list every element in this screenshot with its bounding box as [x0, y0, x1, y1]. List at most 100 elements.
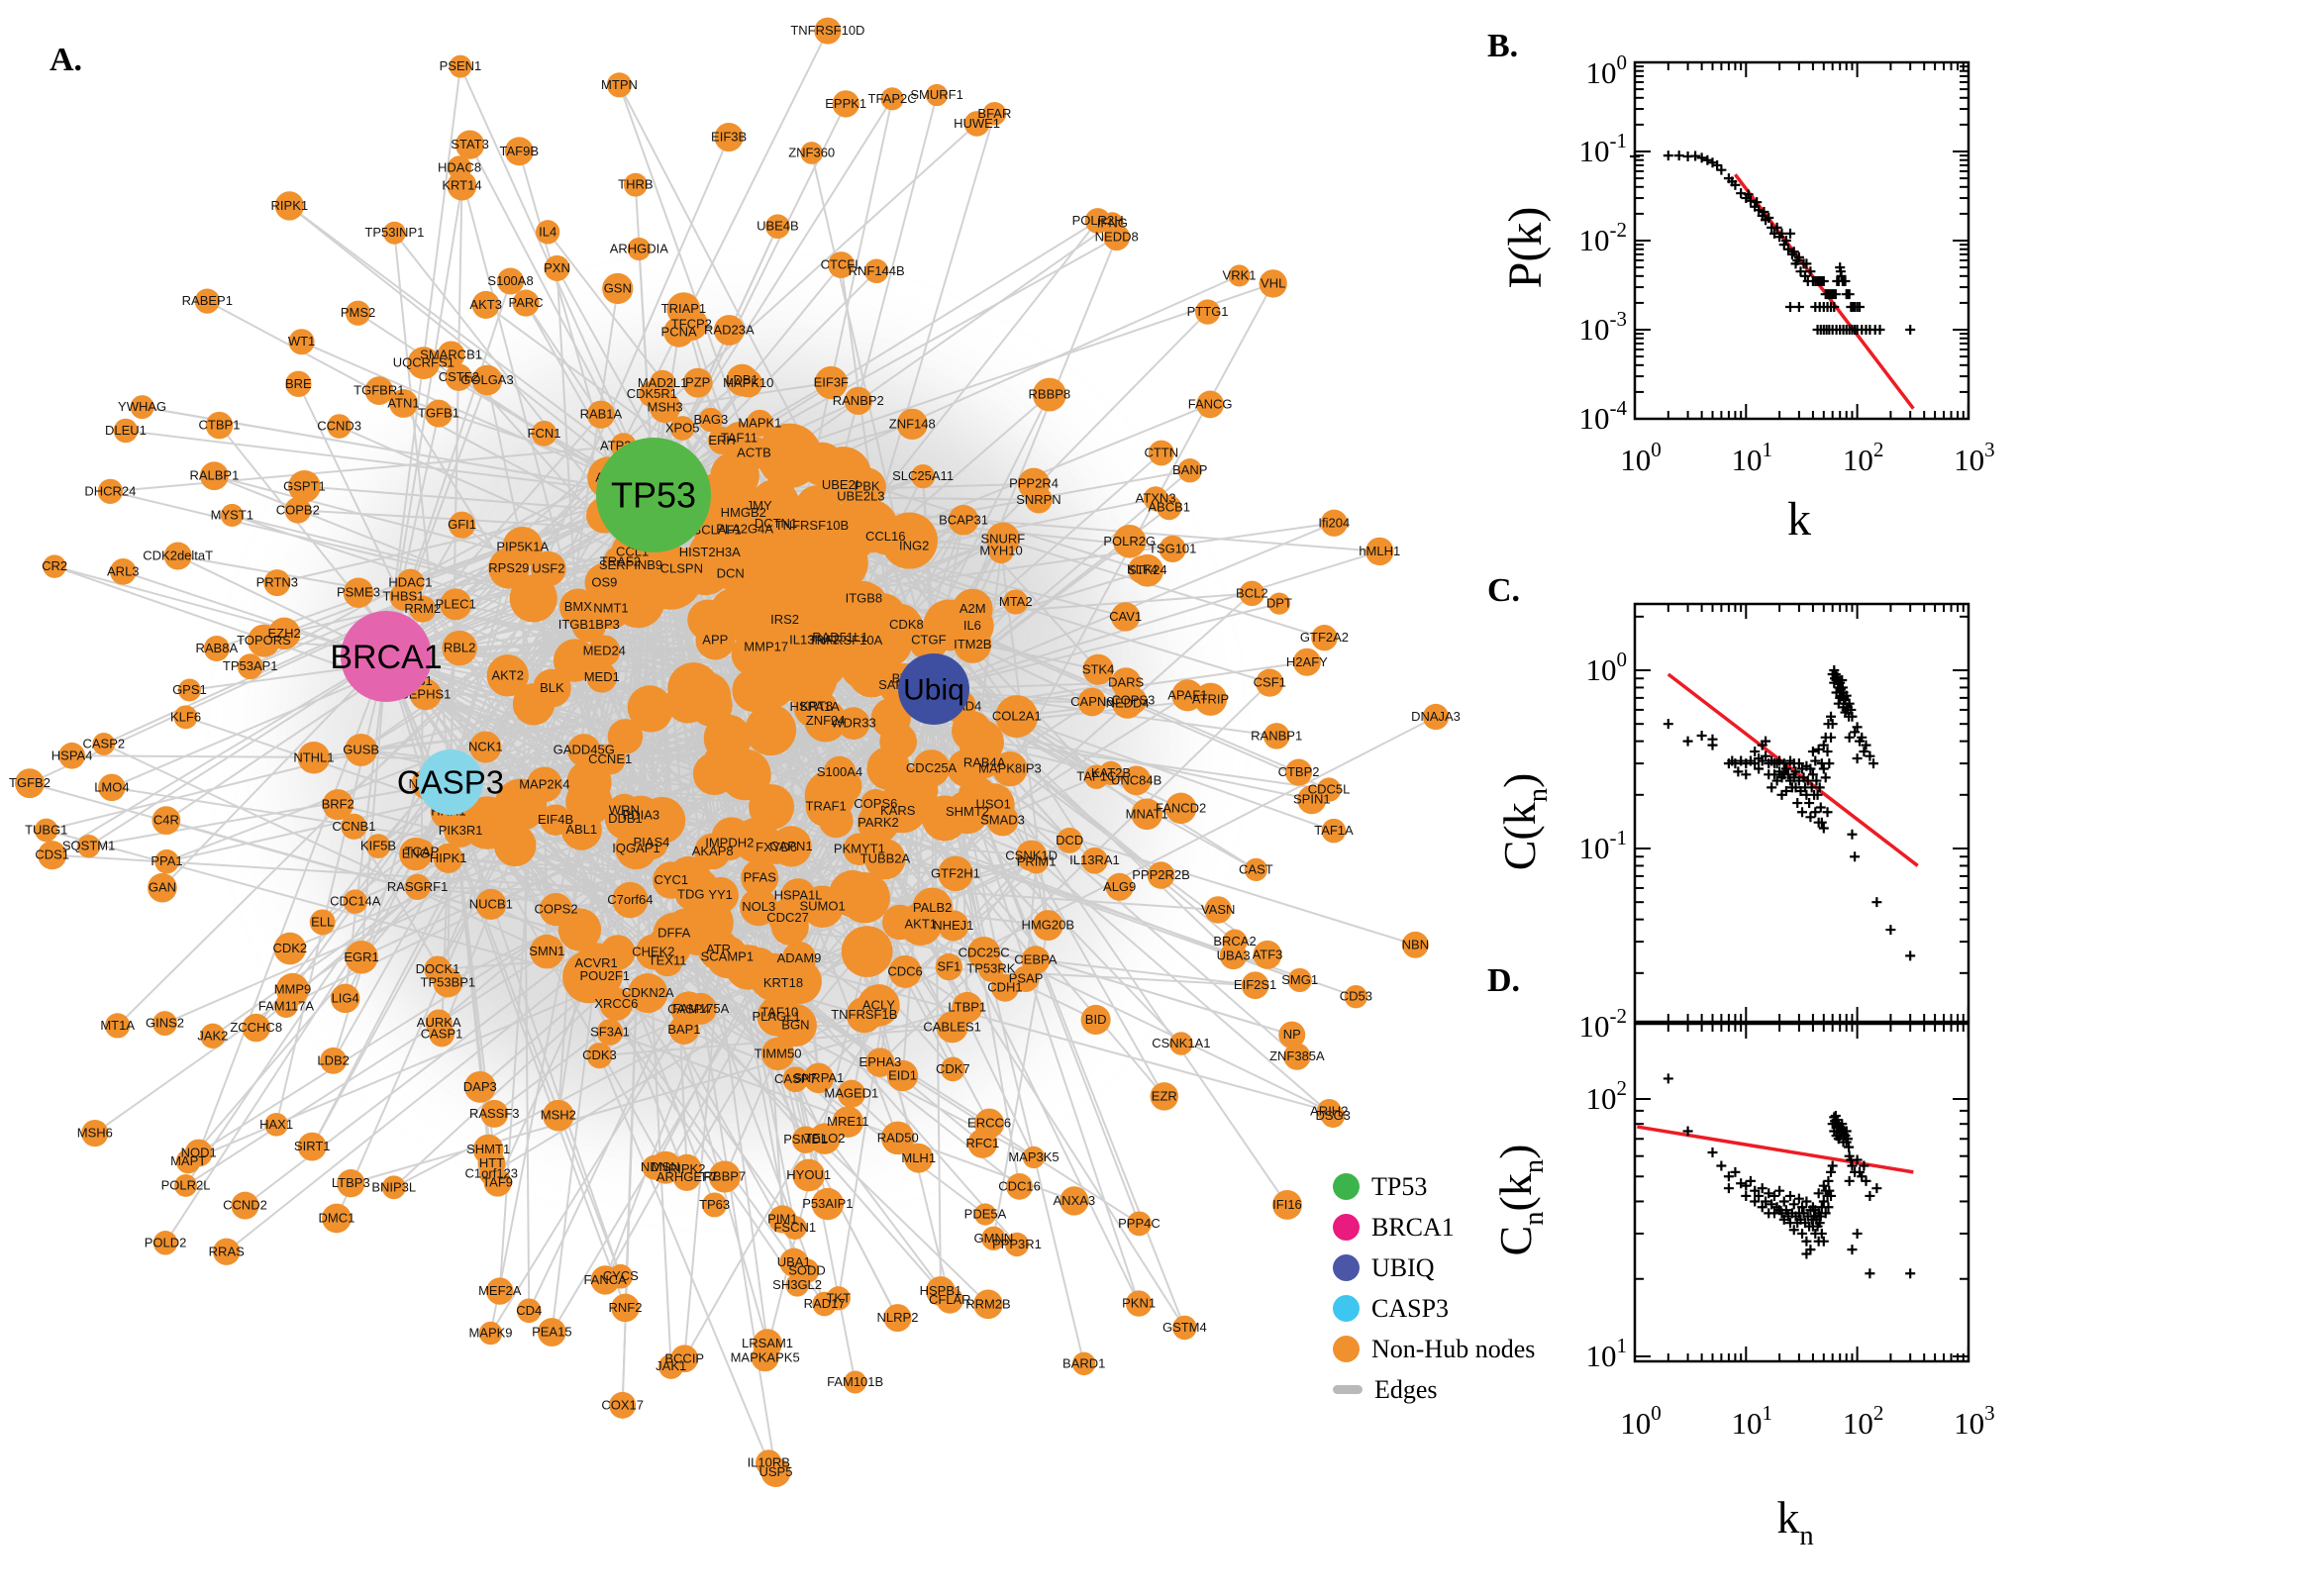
network-node-label: MAP3K5 [1008, 1149, 1059, 1164]
network-node [912, 749, 951, 787]
network-node-label: ZNF24 [806, 713, 846, 728]
network-node-label: APP [702, 633, 728, 648]
network-node-label: FXYD6 [756, 840, 797, 854]
network-node [320, 1047, 348, 1074]
network-node [760, 1037, 795, 1071]
network-node-label: TAF1A [1314, 823, 1354, 838]
network-node [608, 1263, 634, 1289]
tick-label: 102 [1843, 1401, 1884, 1441]
network-node-label: TP53BP1 [421, 974, 476, 989]
node-labels-layer: ZNF24 USF2 BCCIP WDR33 POLR2H MNAT1 TAF9 WRN RBL… [9, 23, 1461, 1479]
network-node-label: PIK3R1 [439, 823, 483, 838]
network-node-label: CDK7 [936, 1061, 970, 1076]
network-node [479, 1161, 504, 1186]
network-node [837, 1079, 865, 1108]
network-node-label: GADD45G [554, 743, 615, 757]
network-legend: TP53 BRCA1 UBIQ CASP3 Non-Hub nodes Edges [1333, 1166, 1535, 1410]
network-node-label: PDIA3 [623, 808, 660, 823]
network-node [1032, 910, 1063, 942]
network-node [1272, 1190, 1302, 1220]
network-node-label: RBBP8 [1029, 387, 1071, 402]
tick-label: 10-4 [1579, 396, 1628, 436]
legend-dot-icon [1333, 1295, 1360, 1322]
network-node [478, 1321, 503, 1346]
network-node [274, 994, 298, 1019]
network-node [247, 624, 280, 657]
network-node [213, 1238, 241, 1265]
network-node [883, 1304, 912, 1333]
network-node-label: DCD [1056, 833, 1083, 848]
network-node [963, 111, 990, 137]
network-node-label: NMT1 [593, 601, 628, 616]
network-node-label: ARIH2 [1310, 1103, 1348, 1118]
network-node-label: CCND3 [317, 419, 361, 434]
network-node [205, 411, 234, 440]
network-node [365, 834, 391, 858]
network-node [669, 416, 695, 441]
network-node-label: PDE5A [964, 1206, 1007, 1221]
network-node [865, 1047, 895, 1077]
network-node-label: CCNE1 [588, 751, 632, 766]
tick-label: 100 [1586, 50, 1628, 90]
network-node [893, 525, 935, 567]
network-node-label: WT1 [288, 334, 315, 349]
network-node [109, 557, 137, 585]
network-node-label: MED24 [583, 643, 626, 657]
network-node [682, 367, 713, 398]
network-node [846, 610, 902, 666]
network-node-label: IFNG [1097, 216, 1128, 231]
network-node-label: RRM2 [404, 601, 441, 616]
legend-label: Edges [1374, 1374, 1438, 1404]
network-node [886, 1059, 919, 1092]
network-node [231, 1191, 259, 1220]
network-node [599, 987, 634, 1021]
network-node-label: ABCB1 [1148, 500, 1190, 515]
network-node-label: PBK [855, 479, 880, 494]
network-node-label: TNFRSF10B [775, 518, 849, 533]
network-node [1321, 1104, 1346, 1129]
network-node [801, 885, 844, 929]
network-node [509, 574, 557, 623]
network-node [322, 789, 354, 821]
hub-node-ubiq [898, 653, 969, 725]
network-node-label: STK4 [1082, 661, 1115, 676]
network-node-label: TAF10 [760, 1005, 798, 1020]
network-node [757, 423, 822, 488]
network-node-label: SODD [788, 1263, 826, 1278]
legend-dot-icon [1333, 1173, 1360, 1200]
network-node [658, 1353, 684, 1379]
network-node-label: CSTF2 [439, 369, 479, 384]
network-node-label: GSPT1 [283, 478, 326, 493]
network-node [512, 289, 540, 317]
network-node-label: MSH3 [648, 400, 683, 415]
hub-label-ubiq: Ubiq [903, 674, 964, 707]
network-node [381, 1175, 406, 1200]
network-node-label: GPS1 [172, 682, 207, 697]
network-node [437, 341, 465, 369]
network-node-label: CSF1 [1254, 675, 1286, 690]
network-node-label: CAPN6 [1070, 694, 1113, 709]
network-node [539, 892, 573, 927]
network-node [832, 90, 859, 118]
network-node-label: SQSTM1 [62, 839, 115, 853]
network-node-label: UBA3 [1217, 948, 1251, 962]
network-node-label: IQGAP1 [612, 841, 659, 855]
network-node [152, 806, 181, 836]
network-node-label: UBE2I [822, 477, 859, 492]
network-node-label: CASP7 [774, 1071, 817, 1086]
network-node-label: GSTM4 [1162, 1320, 1207, 1335]
network-node [880, 1121, 915, 1155]
network-node-label: AKT1 [905, 916, 938, 931]
network-node-label: CTBP2 [1278, 764, 1320, 779]
network-node [938, 910, 969, 942]
network-node [985, 522, 1020, 556]
network-node-label: IRS2 [770, 612, 799, 627]
network-node-label: USO1 [975, 797, 1010, 812]
axis-label: k [1787, 493, 1811, 546]
network-node-label: TFAP2C [868, 91, 917, 106]
network-node [220, 503, 244, 527]
network-node [274, 191, 304, 221]
hub-layer: TP53 BRCA1 CASP3 Ubiq [330, 438, 969, 815]
